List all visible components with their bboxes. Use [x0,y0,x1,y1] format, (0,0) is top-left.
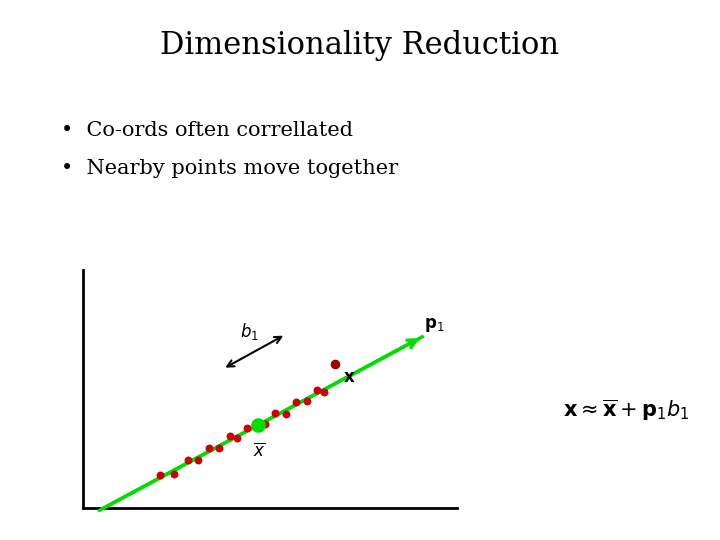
Point [252,421,264,429]
Point [231,434,243,443]
Text: •  Nearby points move together: • Nearby points move together [61,159,398,178]
Point [241,423,253,432]
Text: Dimensionality Reduction: Dimensionality Reduction [161,30,559,60]
Point [154,470,166,480]
Point [192,456,204,464]
Point [280,409,292,418]
Point [301,397,312,406]
Point [312,386,323,394]
Point [182,456,194,465]
Point [329,360,341,368]
Point [224,432,235,441]
Point [203,444,215,453]
Text: $\overline{x}$: $\overline{x}$ [253,443,266,461]
Text: $\mathbf{x} \approx \overline{\mathbf{x}} + \mathbf{p}_1 b_1$: $\mathbf{x} \approx \overline{\mathbf{x}… [563,398,690,423]
Point [259,420,271,429]
Point [252,421,264,429]
Text: $b_1$: $b_1$ [240,321,258,342]
Point [214,444,225,453]
Text: $\mathbf{x}$: $\mathbf{x}$ [343,369,356,386]
Point [290,397,302,406]
Text: $\mathbf{p}_1$: $\mathbf{p}_1$ [424,316,444,334]
Point [168,469,179,478]
Point [318,388,330,396]
Point [269,409,281,417]
Text: •  Co-ords often correllated: • Co-ords often correllated [61,122,354,140]
